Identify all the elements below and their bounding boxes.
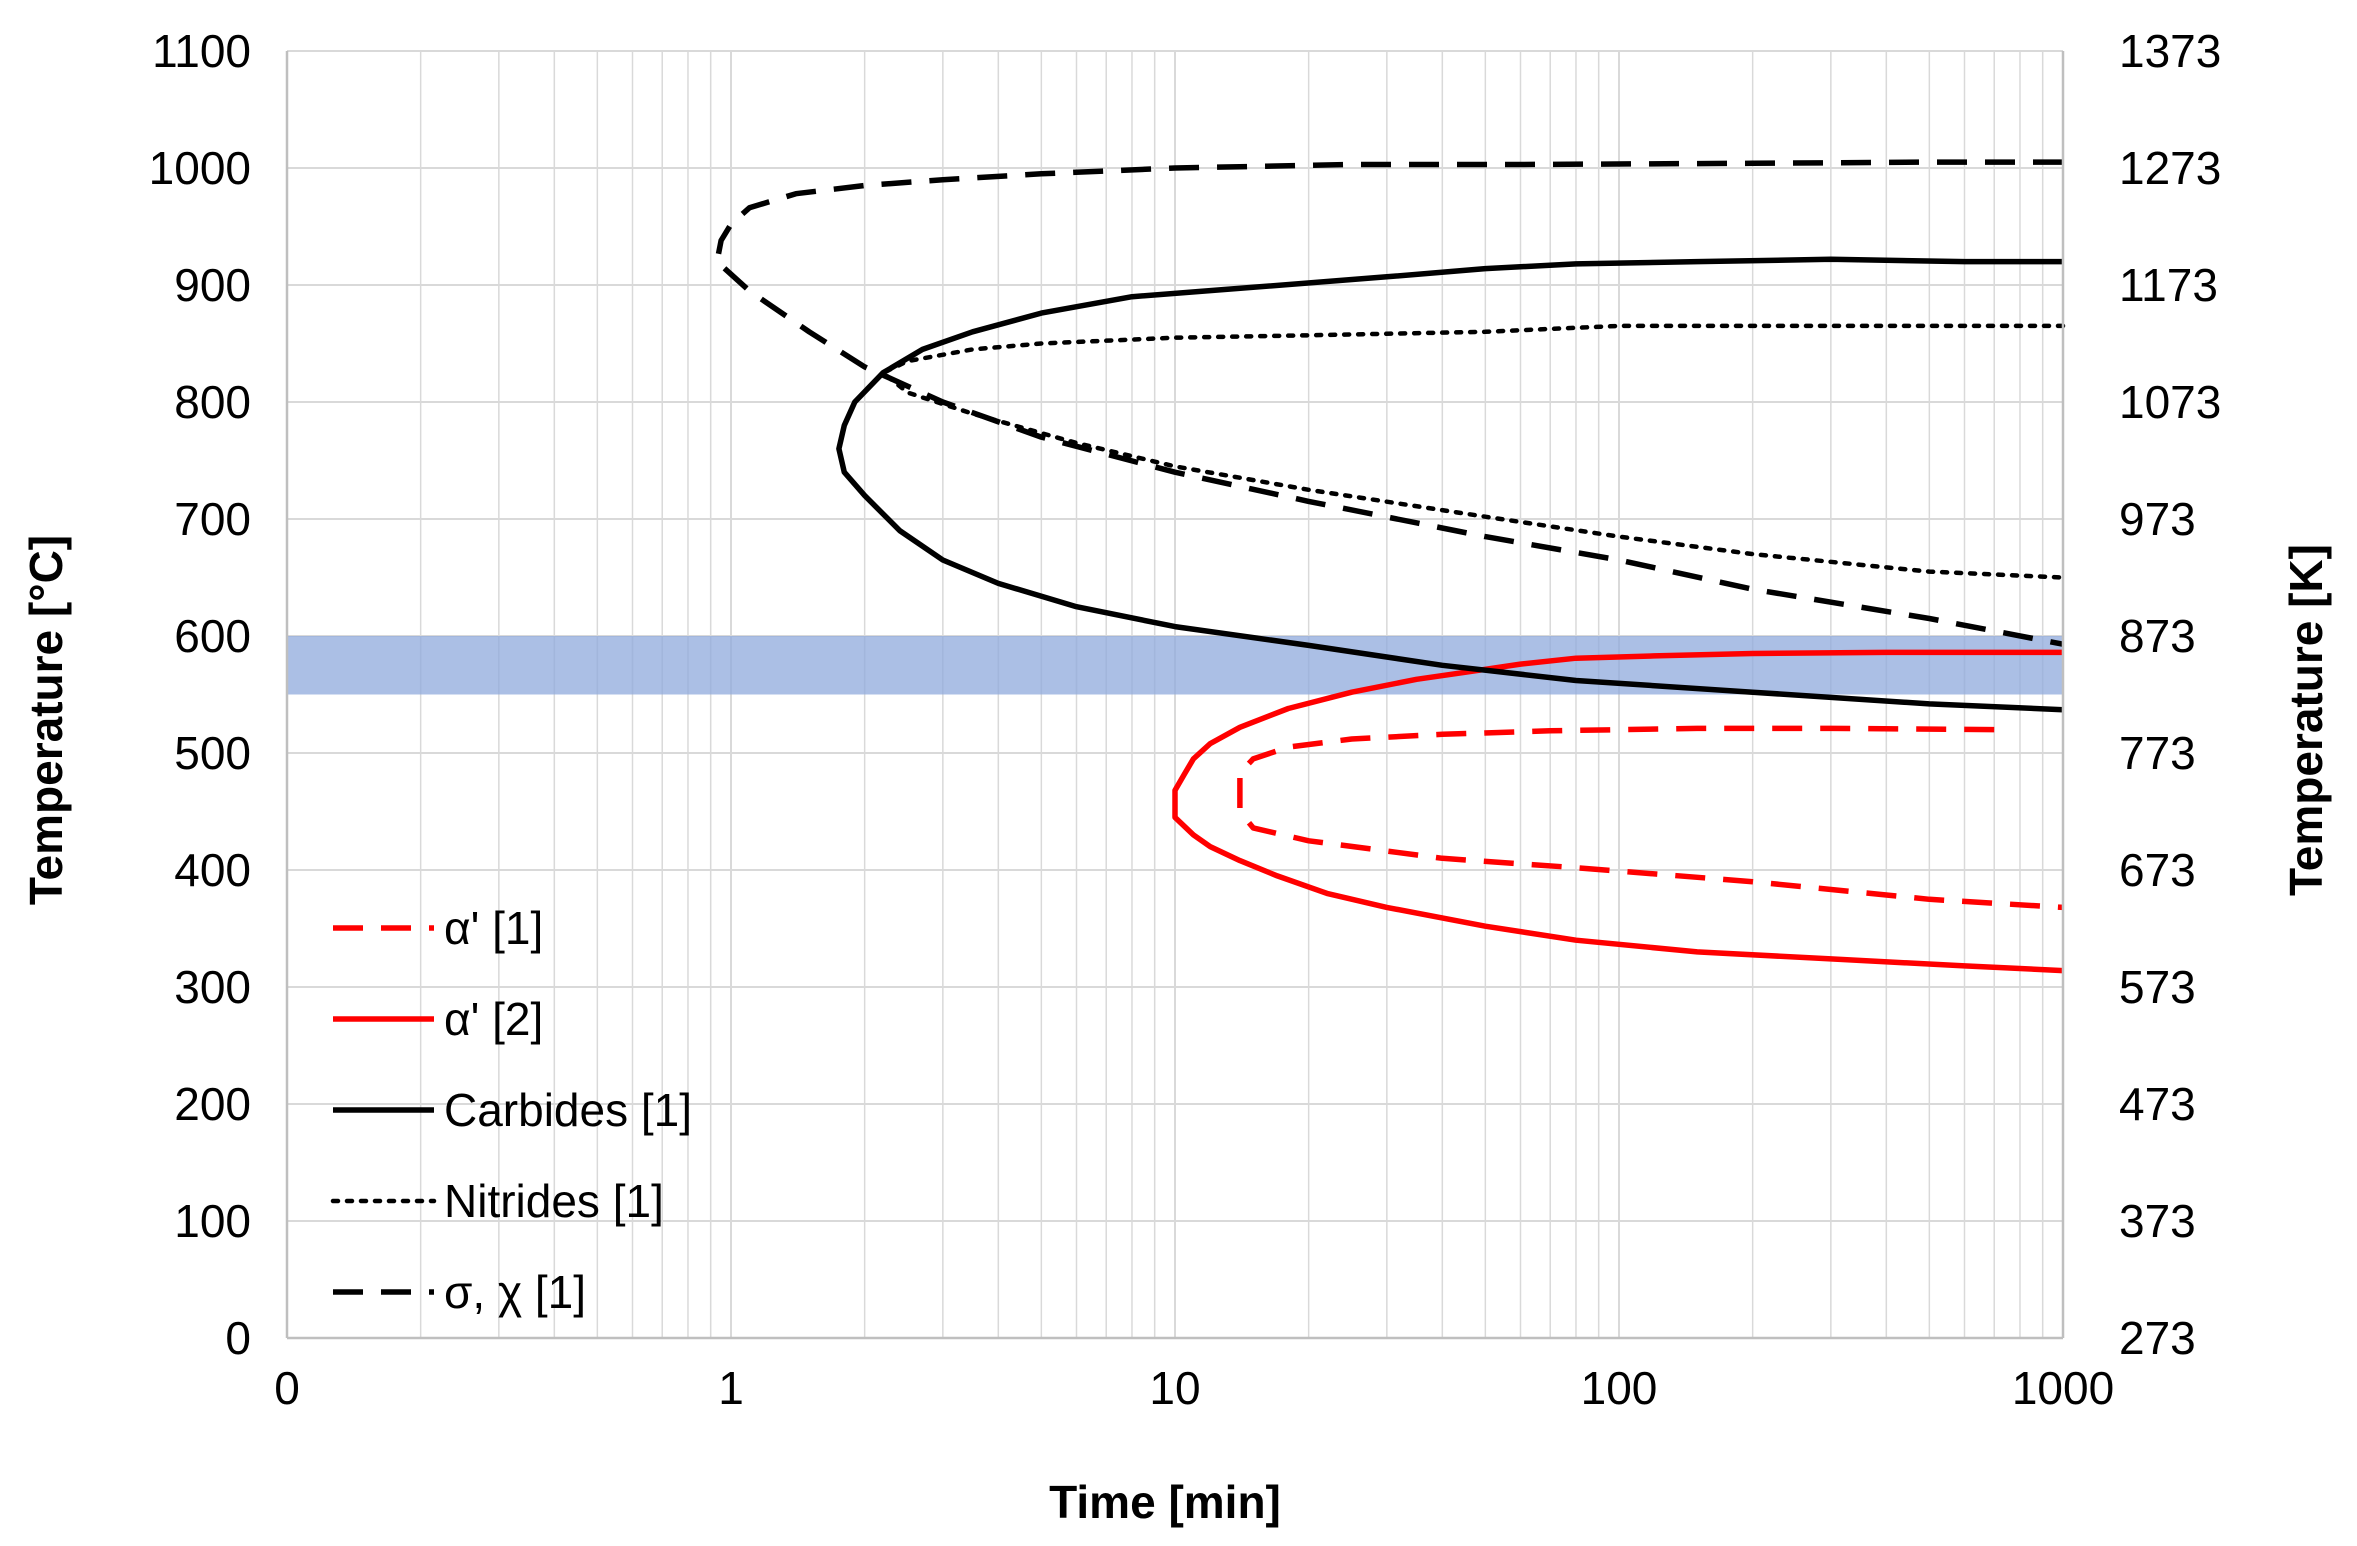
y-tick-label: 100 [174,1195,251,1247]
y2-tick-label: 1173 [2119,259,2218,311]
y-tick-label: 600 [174,610,251,662]
y2-tick-label: 1073 [2119,376,2221,428]
temperature-bands [287,636,2063,695]
x-tick-label: 1 [718,1362,744,1414]
y2-tick-label: 873 [2119,610,2196,662]
y2-axis-title: Temperature [K] [2280,544,2332,896]
axes [285,51,2065,1340]
series-lines [714,159,2066,974]
y-tick-label: 1100 [152,25,251,77]
x-tick-label: 1000 [2012,1362,2114,1414]
legend-label: α' [1] [444,902,543,954]
y2-tick-label: 1273 [2119,142,2221,194]
y2-tick-label: 473 [2119,1078,2196,1130]
series-line-4 [880,323,2066,580]
x-axis-title: Time [min] [1049,1476,1281,1528]
x-tick-label: 0 [274,1362,300,1414]
y-tick-label: 500 [174,727,251,779]
y-tick-label: 1000 [149,142,251,194]
y2-tick-label: 573 [2119,961,2196,1013]
series-line-2 [1172,649,2064,974]
legend: α' [1] α' [2] Carbides [1] Nitrides [1] σ, χ… [330,902,692,1318]
series-line-1 [1237,725,2064,911]
y-tick-label: 300 [174,961,251,1013]
x-tick-labels: 0 1 10 100 1000 [274,1362,2114,1414]
series-line-5 [714,159,2064,647]
legend-label: σ, χ [1] [444,1266,586,1318]
legend-label: Nitrides [1] [444,1175,664,1227]
y-tick-labels: 0 100 200 300 400 500 600 700 800 900 1000 1100 [149,25,251,1364]
series-line-3 [836,256,2064,713]
y-tick-label: 700 [174,493,251,545]
temperature-band [287,636,2063,695]
y2-tick-label: 273 [2119,1312,2196,1364]
y2-tick-label: 773 [2119,727,2196,779]
legend-label: α' [2] [444,993,543,1045]
y2-tick-label: 973 [2119,493,2196,545]
legend-label: Carbides [1] [444,1084,692,1136]
y2-tick-label: 373 [2119,1195,2196,1247]
y-tick-label: 400 [174,844,251,896]
y-tick-label: 900 [174,259,251,311]
y2-tick-label: 1373 [2119,25,2221,77]
x-tick-label: 10 [1149,1362,1200,1414]
x-tick-label: 100 [1581,1362,1658,1414]
y-axis-title: Temperature [°C] [20,535,72,905]
y-tick-label: 200 [174,1078,251,1130]
y2-tick-label: 673 [2119,844,2196,896]
y2-tick-labels: 273 373 473 573 673 773 873 973 1073 1173 1273 1373 [2119,25,2221,1364]
y-tick-label: 0 [225,1312,251,1364]
y-tick-label: 800 [174,376,251,428]
